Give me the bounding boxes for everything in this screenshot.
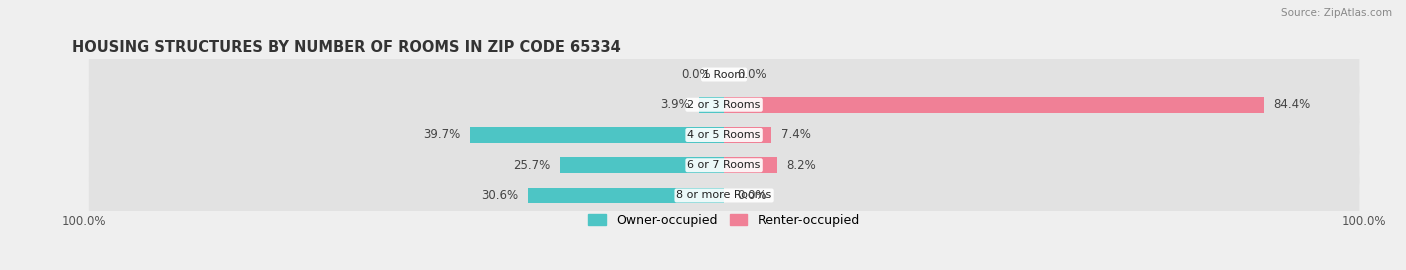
Text: HOUSING STRUCTURES BY NUMBER OF ROOMS IN ZIP CODE 65334: HOUSING STRUCTURES BY NUMBER OF ROOMS IN…: [72, 40, 620, 55]
Text: 8.2%: 8.2%: [786, 159, 815, 172]
Bar: [699, 97, 724, 113]
Text: 1 Room: 1 Room: [703, 69, 745, 80]
FancyBboxPatch shape: [89, 112, 1360, 158]
Text: 0.0%: 0.0%: [737, 189, 766, 202]
Bar: [529, 188, 724, 203]
Text: 3.9%: 3.9%: [659, 98, 689, 111]
FancyBboxPatch shape: [89, 51, 1360, 98]
Text: 84.4%: 84.4%: [1274, 98, 1310, 111]
Text: Source: ZipAtlas.com: Source: ZipAtlas.com: [1281, 8, 1392, 18]
Text: 25.7%: 25.7%: [513, 159, 550, 172]
Bar: [724, 157, 776, 173]
Text: 0.0%: 0.0%: [737, 68, 766, 81]
Bar: [560, 157, 724, 173]
Bar: [724, 97, 1264, 113]
FancyBboxPatch shape: [89, 142, 1360, 188]
FancyBboxPatch shape: [89, 172, 1360, 219]
Text: 0.0%: 0.0%: [682, 68, 711, 81]
Text: 30.6%: 30.6%: [482, 189, 519, 202]
Text: 39.7%: 39.7%: [423, 129, 461, 141]
Text: 2 or 3 Rooms: 2 or 3 Rooms: [688, 100, 761, 110]
FancyBboxPatch shape: [89, 82, 1360, 128]
Text: 7.4%: 7.4%: [780, 129, 811, 141]
Bar: [470, 127, 724, 143]
Bar: [724, 127, 772, 143]
Text: 8 or more Rooms: 8 or more Rooms: [676, 190, 772, 201]
Legend: Owner-occupied, Renter-occupied: Owner-occupied, Renter-occupied: [583, 208, 865, 232]
Text: 4 or 5 Rooms: 4 or 5 Rooms: [688, 130, 761, 140]
Text: 6 or 7 Rooms: 6 or 7 Rooms: [688, 160, 761, 170]
